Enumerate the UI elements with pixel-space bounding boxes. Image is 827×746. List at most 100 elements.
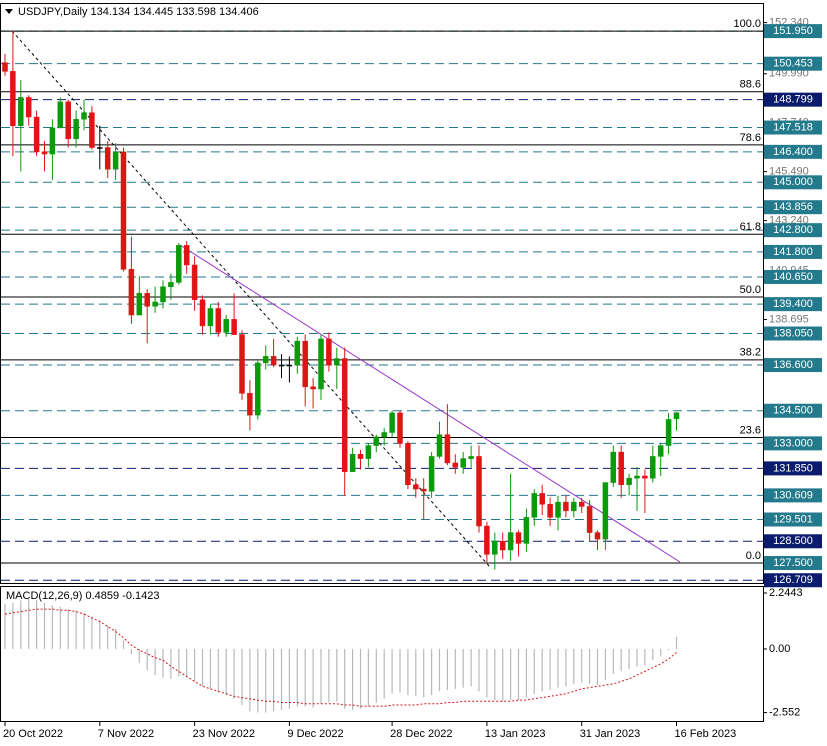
level-label: 130.609 xyxy=(773,489,813,501)
candle-body xyxy=(262,356,269,364)
candle-body xyxy=(571,501,577,512)
candle-body xyxy=(357,454,364,459)
candle-body xyxy=(128,269,135,316)
level-box xyxy=(764,358,822,373)
candle-body xyxy=(104,147,111,170)
fib-label: 0.0 xyxy=(746,550,761,562)
candle-body xyxy=(255,362,261,416)
level-label: 127.500 xyxy=(773,557,813,569)
level-label: 129.501 xyxy=(773,513,813,525)
candle-body xyxy=(341,358,348,472)
level-label: 139.400 xyxy=(773,298,813,310)
candle-body xyxy=(515,532,522,544)
candle-body xyxy=(18,97,24,126)
candle-body xyxy=(650,456,656,479)
x-tick-label: 23 Nov 2022 xyxy=(193,728,255,740)
candle-body xyxy=(199,299,206,327)
level-label: 146.400 xyxy=(773,146,813,158)
candle-body xyxy=(531,493,538,518)
x-tick-label: 13 Jan 2023 xyxy=(485,728,546,740)
candle-body xyxy=(57,101,64,129)
candle-body xyxy=(97,147,103,149)
level-label: 136.600 xyxy=(773,359,813,371)
price-panel-frame xyxy=(0,3,764,584)
level-label: 131.850 xyxy=(773,462,813,474)
candle-body xyxy=(626,477,632,485)
macd xyxy=(4,599,678,713)
candle-body xyxy=(160,286,166,303)
level-box xyxy=(764,573,822,588)
candle-body xyxy=(602,482,609,540)
candle-body xyxy=(484,525,490,555)
candle-body xyxy=(207,308,214,327)
fib-label: 100.0 xyxy=(733,18,761,30)
candle-body xyxy=(642,475,648,479)
level-box xyxy=(764,144,822,159)
levels: 100.0 88.6 78.6 61.8 50.0 38.2 23.6 0.0 xyxy=(1,18,763,581)
candle-body xyxy=(294,340,301,366)
candle-body xyxy=(81,112,87,120)
candle-body xyxy=(460,458,466,468)
candle-body xyxy=(152,301,158,307)
level-label: 145.000 xyxy=(773,176,813,188)
chart-title: USDJPY,Daily 134.134 134.445 133.598 134… xyxy=(18,6,259,18)
level-label: 150.453 xyxy=(773,58,813,70)
candle-body xyxy=(413,484,419,490)
x-tick-label: 9 Dec 2022 xyxy=(287,728,343,740)
x-tick-label: 31 Jan 2023 xyxy=(580,728,641,740)
candle-body xyxy=(310,386,316,390)
candle-body xyxy=(144,293,150,307)
candle-body xyxy=(223,319,229,333)
candle-body xyxy=(10,71,16,126)
candle-body xyxy=(136,293,143,316)
candle-body xyxy=(555,501,561,518)
level-box xyxy=(764,326,822,341)
level-box xyxy=(764,244,822,259)
candle-body xyxy=(65,101,71,140)
fib-label: 38.2 xyxy=(740,347,761,359)
candle-body xyxy=(618,451,624,485)
fib-label: 61.8 xyxy=(740,221,761,233)
level-box xyxy=(764,269,822,284)
level-box xyxy=(764,200,822,215)
candle-body xyxy=(492,541,498,555)
candle-body xyxy=(673,412,680,419)
candle-body xyxy=(523,517,530,544)
candle-body xyxy=(89,112,95,148)
candle-body xyxy=(420,488,427,492)
level-box xyxy=(764,461,822,476)
level-box xyxy=(764,534,822,549)
fib-label: 23.6 xyxy=(740,424,761,436)
candle-body xyxy=(33,116,40,153)
candle-body xyxy=(302,340,308,388)
menu-arrow xyxy=(5,9,13,14)
candle-body xyxy=(634,475,640,479)
candle-body xyxy=(231,319,237,335)
level-box xyxy=(764,297,822,312)
candle-body xyxy=(610,451,617,483)
x-tick-label: 7 Nov 2022 xyxy=(98,728,154,740)
level-label: 147.518 xyxy=(773,121,813,133)
candle-body xyxy=(468,456,474,459)
candle-body xyxy=(2,62,8,72)
level-box xyxy=(764,556,822,571)
level-label: 143.856 xyxy=(773,201,813,213)
level-label: 134.500 xyxy=(773,405,813,417)
fib-label: 50.0 xyxy=(740,284,761,296)
candle-body xyxy=(247,393,253,416)
level-box xyxy=(764,56,822,71)
candle-body xyxy=(318,338,324,390)
y-tick-label: 0.00 xyxy=(769,643,790,655)
y-tick-label: 138.695 xyxy=(769,313,809,325)
level-box xyxy=(764,512,822,527)
level-box xyxy=(764,175,822,190)
level-label: 138.050 xyxy=(773,327,813,339)
level-label: 148.799 xyxy=(773,94,813,106)
candle-body xyxy=(326,338,332,366)
candle-body xyxy=(176,245,182,283)
candle-body xyxy=(270,356,277,366)
candle-body xyxy=(436,434,443,457)
level-box xyxy=(764,92,822,107)
